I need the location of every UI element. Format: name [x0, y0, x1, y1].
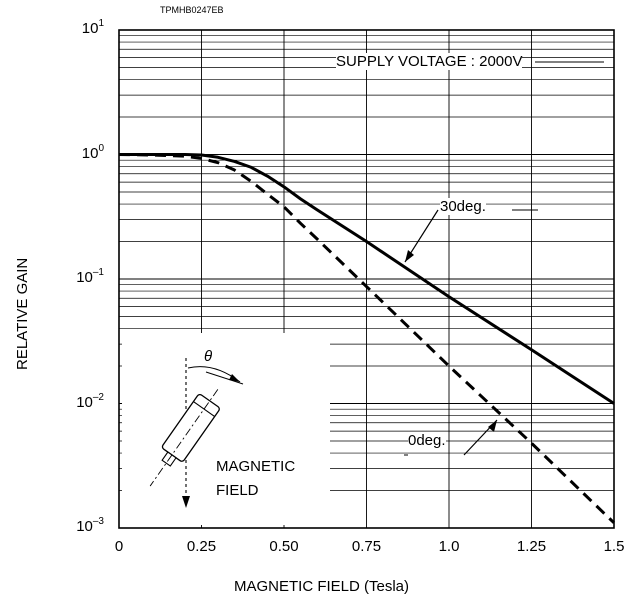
series-layer [118, 153, 616, 524]
x-tick-label: 0.50 [269, 538, 299, 555]
supply-voltage-annotation: SUPPLY VOLTAGE : 2000V [336, 53, 523, 70]
inset-diagram [122, 333, 330, 525]
arrowhead-0deg [488, 420, 497, 432]
series-label-30deg: 30deg. [440, 198, 486, 215]
series-line-30deg [119, 153, 615, 405]
x-tick-label: 0 [114, 538, 124, 555]
y-tick-label: 101 [81, 18, 104, 37]
tube-axis-line [149, 389, 219, 487]
y-tick-label: 100 [81, 142, 104, 162]
arrowhead-30deg [405, 250, 414, 262]
x-tick-label: 1.25 [516, 538, 547, 555]
field-arrowhead [182, 496, 190, 508]
plot-frame [118, 29, 615, 529]
inset-field-label-2: FIELD [216, 482, 259, 499]
y-tick-label: 10–1 [76, 267, 104, 286]
x-tick-label: 0.25 [186, 538, 217, 555]
series-label-0deg: 0deg. [408, 432, 446, 449]
inset-field-label-1: MAGNETIC [216, 458, 296, 475]
x-tick-label: 1.5 [603, 538, 625, 555]
pmt-tube [149, 389, 220, 487]
x-axis-label: MAGNETIC FIELD (Tesla) [233, 578, 410, 595]
y-tick-label: 10–2 [76, 391, 104, 411]
y-tick-label: 10–3 [76, 516, 104, 535]
figure-code: TPMHB0247EB [160, 5, 224, 15]
leader-lines [404, 61, 604, 456]
x-tick-label: 0.75 [351, 538, 382, 555]
inset-background [122, 333, 330, 525]
x-tick-label: 1.0 [438, 538, 460, 555]
theta-arc-arrow [229, 374, 240, 382]
y-axis-label: RELATIVE GAIN [14, 257, 31, 370]
theta-symbol: θ [204, 348, 213, 365]
theta-ref-line [205, 371, 244, 385]
series-line-0deg [118, 153, 616, 524]
